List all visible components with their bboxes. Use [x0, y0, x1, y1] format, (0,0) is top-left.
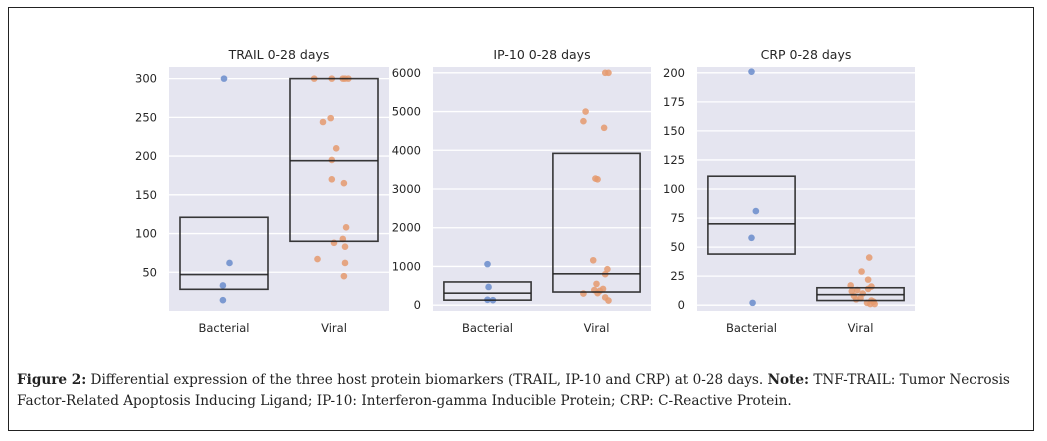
- y-tick-label: 200: [663, 66, 685, 80]
- data-point: [328, 176, 336, 183]
- data-point: [485, 283, 492, 291]
- data-point: [864, 276, 872, 283]
- panel-ip-10: 0 1000 2000 3000 4000 5000 6000 IP-10 0-28 days…: [392, 47, 651, 335]
- data-point: [593, 280, 600, 288]
- panel-crp: 0 25 50 75 100 125 150 175 200 CRP 0-28 days Bacte…: [663, 47, 915, 335]
- panel-title: CRP 0-28 days: [761, 47, 852, 62]
- data-point: [871, 300, 878, 308]
- y-tick-label: 50: [142, 265, 157, 279]
- data-point: [220, 75, 228, 82]
- data-point: [341, 243, 349, 251]
- data-point: [226, 259, 233, 267]
- data-point: [341, 259, 349, 267]
- box-iqr: [707, 175, 796, 255]
- x-tick-label: Viral: [848, 321, 874, 335]
- data-point: [340, 272, 348, 280]
- y-tick-label: 150: [663, 124, 685, 138]
- data-point: [319, 118, 327, 126]
- y-tick-label: 3000: [392, 182, 421, 196]
- data-point: [852, 296, 860, 303]
- data-point: [594, 176, 601, 183]
- y-tick-label: 75: [670, 211, 685, 225]
- y-tick-label: 250: [135, 110, 157, 124]
- y-tick-label: 5000: [392, 105, 421, 119]
- x-tick-label: Bacterial: [462, 321, 513, 335]
- data-point: [340, 179, 348, 187]
- data-point: [605, 69, 612, 77]
- data-point: [332, 145, 340, 152]
- y-tick-label: 150: [135, 188, 157, 202]
- panel-title: IP-10 0-28 days: [493, 47, 590, 62]
- figure-caption: Figure 2: Differential expression of the…: [17, 370, 1017, 412]
- data-point: [219, 282, 227, 289]
- data-point: [314, 255, 321, 263]
- data-point: [589, 256, 597, 264]
- caption-note-label: Note:: [767, 372, 810, 388]
- data-point: [604, 265, 611, 273]
- data-point: [605, 297, 612, 304]
- caption-note-text: TNF-TRAIL: Tumor Necrosis Factor-Related…: [17, 372, 1010, 409]
- data-point: [749, 299, 756, 307]
- data-point: [484, 260, 491, 268]
- x-tick-label: Bacterial: [198, 321, 249, 335]
- caption-label: Figure 2:: [17, 372, 87, 388]
- plot-background: [169, 67, 389, 311]
- data-point: [600, 124, 608, 132]
- y-tick-label: 50: [670, 240, 685, 254]
- data-point: [342, 224, 350, 231]
- data-point: [748, 234, 755, 242]
- data-point: [752, 207, 760, 215]
- y-tick-label: 6000: [392, 66, 421, 80]
- data-point: [864, 285, 872, 293]
- x-tick-label: Bacterial: [726, 321, 777, 335]
- y-tick-label: 200: [135, 149, 157, 163]
- y-tick-label: 4000: [392, 143, 421, 157]
- x-tick-label: Viral: [584, 321, 610, 335]
- data-point: [219, 296, 227, 304]
- y-tick-label: 25: [670, 269, 685, 283]
- data-point: [327, 114, 335, 122]
- data-point: [594, 289, 601, 297]
- y-tick-label: 0: [414, 298, 421, 312]
- panel-title: TRAIL 0-28 days: [228, 47, 330, 62]
- y-tick-label: 2000: [392, 221, 421, 235]
- data-point: [858, 268, 865, 275]
- data-point: [748, 68, 755, 75]
- box-iqr: [179, 216, 269, 291]
- y-tick-label: 100: [663, 182, 685, 196]
- y-tick-label: 175: [663, 95, 685, 109]
- panel-trail: 50 100 150 200 250 300 TRAIL 0-28 days Bacteria…: [135, 47, 389, 335]
- y-tick-label: 1000: [392, 259, 421, 273]
- y-tick-label: 100: [135, 227, 157, 241]
- y-tick-label: 300: [135, 72, 157, 86]
- caption-text: Differential expression of the three hos…: [86, 372, 768, 388]
- y-tick-label: 0: [678, 298, 685, 312]
- box-iqr: [443, 281, 532, 301]
- data-point: [582, 108, 589, 115]
- data-point: [580, 117, 587, 125]
- y-tick-label: 125: [663, 153, 685, 167]
- x-tick-label: Viral: [321, 321, 347, 335]
- data-point: [865, 254, 873, 261]
- box-iqr: [552, 152, 641, 293]
